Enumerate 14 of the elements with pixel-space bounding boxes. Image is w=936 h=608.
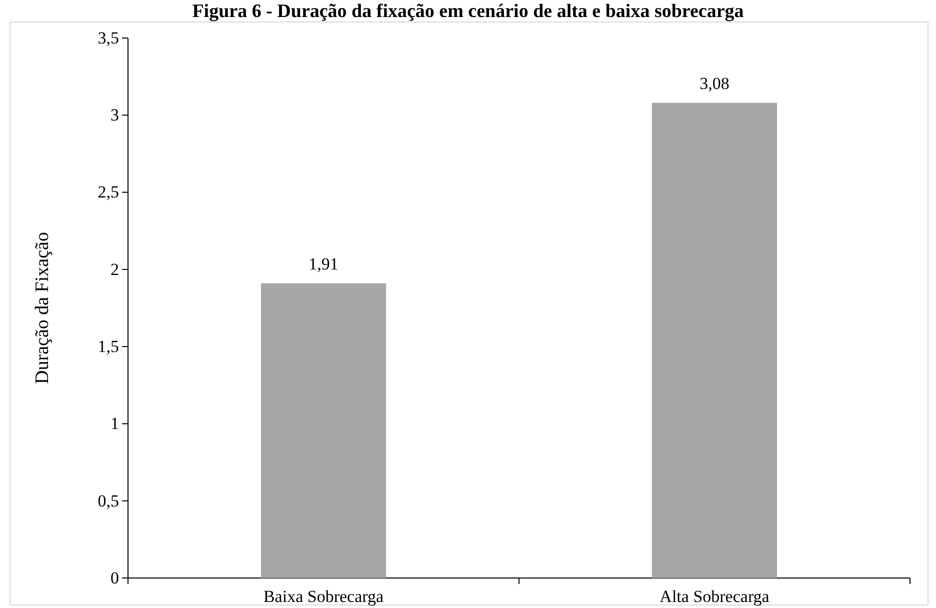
y-tick-label: 0 [110,568,119,588]
y-tick-label: 2 [110,260,119,279]
x-tick-label: Alta Sobrecarga [660,587,770,606]
y-tick-label: 3,5 [98,28,119,48]
data-label: 3,08 [700,74,730,93]
x-tick-label: Baixa Sobrecarga [263,587,384,606]
data-label: 1,91 [308,254,338,274]
y-tick-label: 0,5 [98,491,119,510]
y-tick-label: 1 [110,414,119,434]
y-tick-label: 1,5 [98,337,119,356]
chart-title: Figura 6 - Duração da fixação em cenário de alta e baixa sobrecarga [192,1,744,22]
y-axis-title: Duração da Fixação [32,232,53,384]
y-tick-label: 2,5 [98,182,119,202]
y-tick-label: 3 [110,106,119,125]
